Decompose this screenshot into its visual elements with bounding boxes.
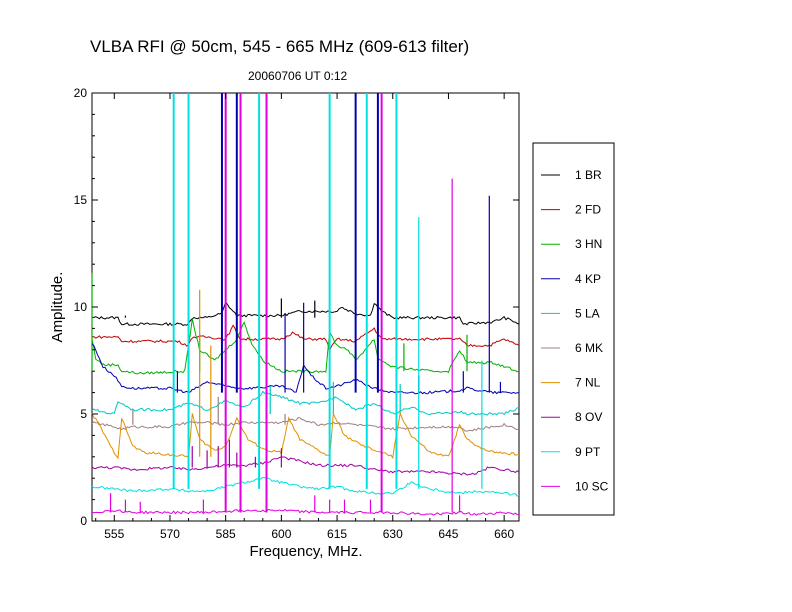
legend-label: 9 PT	[575, 445, 601, 459]
series-line	[91, 390, 520, 416]
series-9	[91, 93, 520, 497]
series-4	[91, 93, 520, 395]
series-line	[91, 324, 520, 353]
series-6	[91, 396, 520, 432]
legend-label: 5 LA	[575, 306, 600, 320]
tick-layer: 555 570 585 600 615 630 645 660 0 5 10 15 20	[74, 86, 519, 541]
series-line	[91, 476, 520, 497]
y-axis-label: Amplitude.	[49, 272, 66, 343]
series-line	[91, 417, 520, 432]
legend-label: 1 BR	[575, 168, 602, 182]
y-tick-label: 0	[80, 514, 87, 528]
legend-label: 3 HN	[575, 237, 602, 251]
y-tick-label: 20	[74, 86, 88, 100]
y-tick-label: 15	[74, 193, 88, 207]
legend-frame	[532, 142, 615, 516]
legend-label: 8 OV	[575, 410, 602, 424]
series-line	[91, 456, 520, 476]
y-tick-label: 10	[74, 300, 88, 314]
series-5	[91, 381, 520, 416]
legend-label: 6 MK	[575, 341, 603, 355]
series-layer	[91, 93, 520, 516]
series-line	[91, 508, 520, 516]
x-tick-label: 555	[104, 527, 124, 541]
plot-frame	[91, 92, 520, 522]
x-tick-label: 645	[438, 527, 458, 541]
x-tick-label: 585	[216, 527, 236, 541]
legend-items: 1 BR 2 FD 3 HN 4 KP 5 LA 6 MK 7 NL 8 OV 9 PT 10 S…	[541, 168, 609, 493]
x-tick-label: 600	[271, 527, 291, 541]
plot-area: 555 570 585 600 615 630 645 660 0 5 10 15 20	[74, 86, 520, 541]
legend-label: 10 SC	[575, 479, 609, 493]
x-axis-label: Frequency, MHz.	[249, 543, 362, 560]
legend-label: 2 FD	[575, 203, 601, 217]
x-tick-label: 660	[494, 527, 514, 541]
series-line	[91, 318, 520, 375]
x-tick-label: 630	[383, 527, 403, 541]
series-1	[91, 298, 520, 327]
y-tick-label: 5	[80, 407, 87, 421]
series-line	[91, 411, 519, 460]
chart-title: VLBA RFI @ 50cm, 545 - 665 MHz (609-613 …	[90, 37, 469, 56]
legend-label: 4 KP	[575, 272, 601, 286]
chart-subtitle: 20060706 UT 0:12	[248, 69, 348, 83]
series-2	[91, 324, 520, 353]
legend: 1 BR 2 FD 3 HN 4 KP 5 LA 6 MK 7 NL 8 OV 9 PT 10 S…	[532, 142, 615, 516]
x-tick-label: 570	[160, 527, 180, 541]
series-8	[91, 439, 520, 476]
series-7	[91, 289, 519, 460]
series-10	[91, 93, 520, 516]
legend-label: 7 NL	[575, 376, 601, 390]
series-line	[91, 343, 520, 395]
series-line	[91, 301, 520, 327]
x-tick-label: 615	[327, 527, 347, 541]
